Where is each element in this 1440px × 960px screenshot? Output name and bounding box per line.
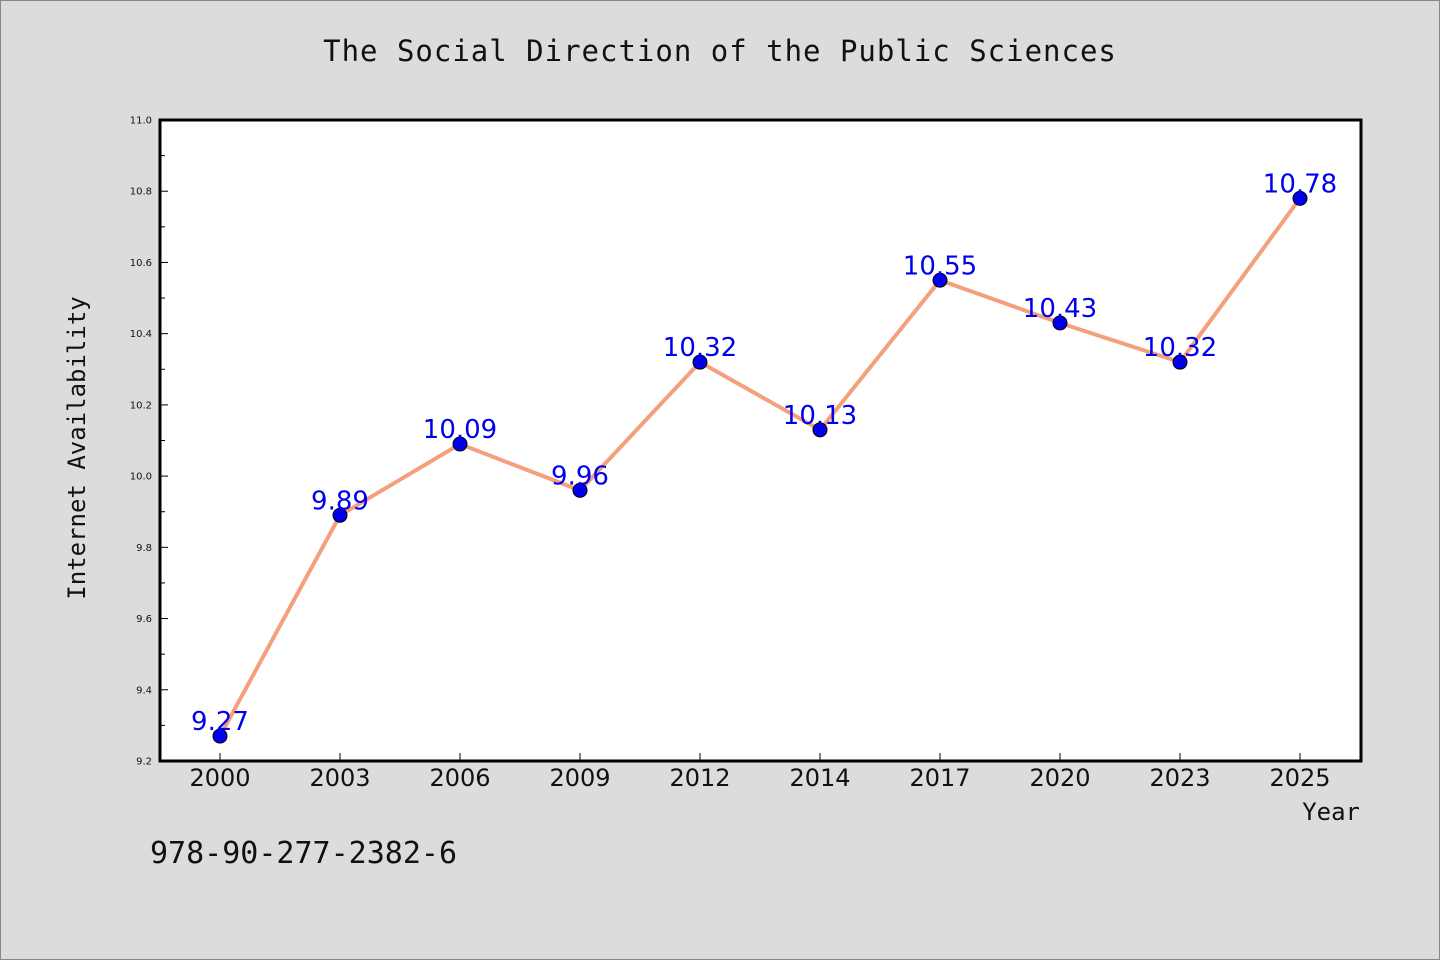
y-tick-label: 9.4 — [136, 685, 152, 696]
y-tick-label: 11.0 — [130, 116, 152, 127]
x-tick-label: 2003 — [309, 764, 370, 792]
y-tick-label: 10.6 — [130, 258, 152, 269]
y-tick-label: 10.0 — [130, 472, 152, 483]
data-point — [1052, 315, 1068, 331]
data-label: 10.13 — [783, 401, 857, 431]
data-label: 10.09 — [423, 415, 497, 445]
data-label: 10.55 — [903, 251, 977, 281]
series-group — [212, 190, 1308, 744]
data-label: 10.32 — [663, 333, 737, 363]
x-tick-label: 2020 — [1029, 764, 1090, 792]
data-label: 9.27 — [191, 707, 249, 737]
data-label: 10.32 — [1143, 333, 1217, 363]
data-point — [332, 507, 348, 523]
data-point — [572, 482, 588, 498]
x-tick-label: 2014 — [789, 764, 850, 792]
x-tick-label: 2012 — [669, 764, 730, 792]
x-tick-label: 2023 — [1149, 764, 1210, 792]
y-tick-label: 10.2 — [130, 400, 152, 411]
data-point — [1172, 354, 1188, 370]
data-point — [692, 354, 708, 370]
x-tick-label: 2006 — [429, 764, 490, 792]
chart-title: The Social Direction of the Public Scien… — [323, 34, 1117, 68]
x-axis-ticks: 2000 2003 2006 2009 2012 2014 2017 2020 2023 2025 — [189, 753, 1331, 792]
isbn-text: 978-90-277-2382-6 — [150, 836, 458, 871]
data-point — [452, 436, 468, 452]
x-tick-label: 2000 — [189, 764, 250, 792]
x-tick-label: 2025 — [1269, 764, 1330, 792]
data-labels-group: 9.27 9.89 10.09 9.96 10.32 10.13 10.55 10.43 10.… — [191, 169, 1337, 737]
y-tick-label: 9.6 — [136, 614, 152, 625]
data-point — [1292, 190, 1308, 206]
y-tick-label: 10.8 — [130, 187, 152, 198]
y-axis-ticks: 9.2 9.4 9.6 9.8 10.0 10.2 10.4 10.6 10.8 11.0 — [130, 116, 168, 768]
y-tick-label: 9.2 — [136, 757, 152, 768]
data-point — [212, 728, 228, 744]
y-tick-label: 10.4 — [130, 329, 152, 340]
data-point — [932, 272, 948, 288]
x-tick-label: 2017 — [909, 764, 970, 792]
data-point — [812, 422, 828, 438]
y-axis-label: Internet Availability — [63, 296, 91, 599]
data-label: 9.89 — [311, 486, 369, 516]
x-axis-label: Year — [1302, 798, 1360, 826]
data-label: 9.96 — [551, 461, 609, 491]
data-label: 10.78 — [1263, 169, 1337, 199]
data-label: 10.43 — [1023, 294, 1097, 324]
y-tick-label: 9.8 — [136, 543, 152, 554]
x-tick-label: 2009 — [549, 764, 610, 792]
plot-area — [158, 118, 1363, 763]
series-line — [218, 197, 1302, 738]
